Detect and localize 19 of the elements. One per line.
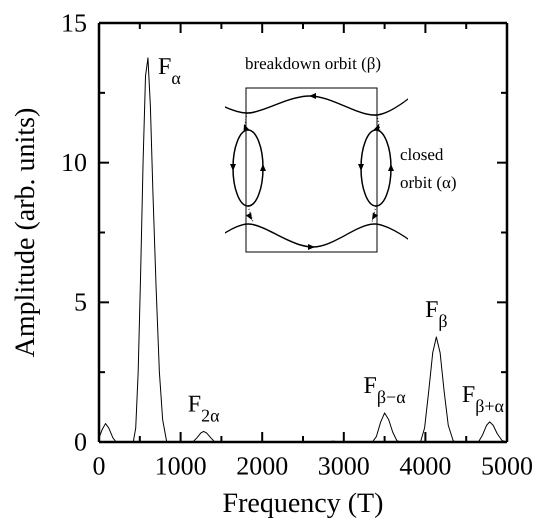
annotation: breakdown orbit (β) xyxy=(244,54,382,73)
y-tick-label: 15 xyxy=(61,8,87,38)
annotation: F$_{β}$ xyxy=(425,296,448,331)
x-tick-label: 2000 xyxy=(236,451,288,480)
annotation: F$_{2α}$ xyxy=(188,391,220,426)
x-tick-label: 0 xyxy=(92,451,106,480)
y-tick-label: 0 xyxy=(74,427,87,456)
annotation: F$_{β+α}$ xyxy=(462,382,505,416)
x-tick-label: 3000 xyxy=(318,451,370,480)
x-tick-label: 4000 xyxy=(399,451,452,480)
annotation: F$_{β−α}$ xyxy=(364,372,406,407)
y-tick-label: 5 xyxy=(74,288,87,317)
x-axis-title: Frequency (T) xyxy=(222,488,384,519)
x-tick-label: 5000 xyxy=(481,451,533,480)
y-tick-label: 10 xyxy=(61,148,87,177)
x-tick-label: 1000 xyxy=(154,451,207,480)
y-axis-title: Amplitude (arb. units) xyxy=(10,108,41,358)
annotation: closed orbit (α) xyxy=(400,145,457,192)
annotation: F$_{α}$ xyxy=(158,54,182,88)
